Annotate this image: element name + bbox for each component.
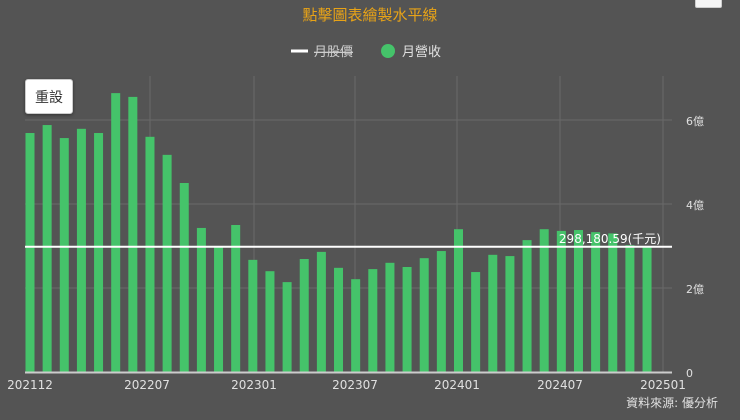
revenue-bar-202407 [556,230,566,372]
revenue-bar-202409 [591,232,601,372]
revenue-bar-202403 [488,254,498,372]
y-tick-label: 0 [686,367,693,380]
x-tick-label: 202407 [537,378,583,392]
revenue-bar-202306 [334,267,344,372]
revenue-bar-202204 [94,133,104,372]
revenue-bar-202309 [385,262,395,372]
revenue-bar-202202 [59,138,69,372]
revenue-bar-202207 [145,136,155,372]
revenue-bar-202212 [231,225,241,372]
revenue-bar-202305 [316,251,326,372]
revenue-bar-202211 [214,246,224,372]
revenue-bar-202304 [299,259,309,372]
revenue-bar-202302 [265,271,275,372]
legend-item-stock-price: 月股價 [314,45,353,60]
revenue-bar-202411 [625,245,635,372]
revenue-bar-202406 [539,229,549,372]
revenue-bar-202303 [282,282,292,372]
revenue-bar-202112 [25,133,35,372]
revenue-bar-202308 [368,269,378,372]
revenue-bar-202408 [573,230,583,372]
legend-item-revenue: 月營收 [402,45,441,60]
source-credit: 資料來源: 優分析 [626,396,718,410]
revenue-bar-202405 [522,240,532,372]
revenue-bar-202311 [419,258,429,372]
x-tick-label: 202207 [124,378,170,392]
chart-menu-button[interactable] [695,0,722,8]
x-tick-label: 202301 [231,378,277,392]
x-tick-label: 202112 [7,378,53,392]
revenue-bar-202402 [471,272,481,372]
revenue-bar-202210 [196,227,206,372]
revenue-bar-202307 [351,279,361,372]
y-tick-label: 6億 [686,115,704,128]
x-tick-label: 202401 [434,378,480,392]
x-tick-label: 202501 [640,378,686,392]
revenue-bar-202205 [111,93,121,373]
revenue-bar-202312 [436,251,446,372]
revenue-bar-202412 [642,246,652,372]
legend-dot-icon [381,44,395,58]
revenue-bar-202404 [505,256,515,372]
revenue-bar-202410 [608,233,618,372]
horizontal-line-label: 298,180.59(千元) [559,232,661,246]
revenue-bar-202203 [76,128,86,372]
chart-title: 點擊圖表繪製水平線 [302,6,437,24]
revenue-bar-202206 [128,96,138,373]
y-tick-label: 4億 [686,199,704,212]
x-tick-label: 202307 [332,378,378,392]
reset-button[interactable]: 重設 [25,79,73,114]
revenue-bar-202209 [179,183,189,372]
y-tick-label: 2億 [686,283,704,296]
revenue-bar-202208 [162,154,172,372]
revenue-bar-202201 [42,125,52,372]
revenue-bar-202401 [454,229,463,372]
revenue-bar-202310 [402,267,412,372]
revenue-bar-202301 [248,259,258,372]
